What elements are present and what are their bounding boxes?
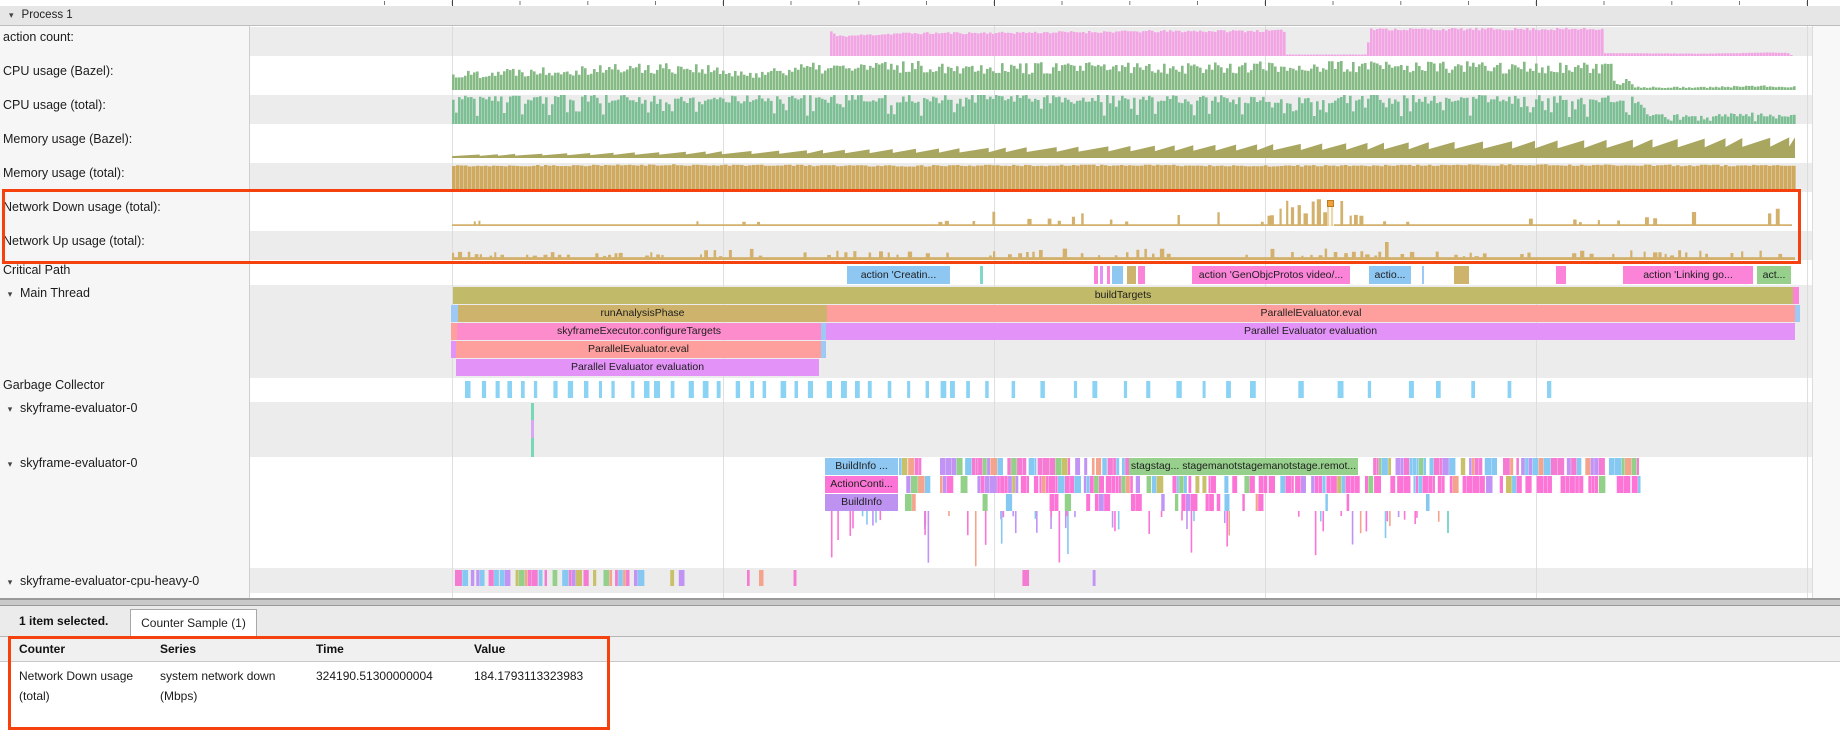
critical-path-slice[interactable]: act... [1757, 266, 1791, 284]
track-stripe [250, 129, 1812, 158]
track-label: skyframe-evaluator-cpu-heavy-0 [20, 574, 200, 588]
sidebar-item-cpu-usage-total[interactable]: CPU usage (total): [0, 98, 248, 112]
process-title: Process 1 [21, 9, 73, 21]
critical-path-slice[interactable]: action 'Creatin... [847, 266, 950, 284]
track-label: skyframe-evaluator-0 [20, 401, 138, 415]
critical-path-slice[interactable] [1422, 266, 1424, 284]
critical-path-slice[interactable] [1454, 266, 1469, 284]
track-stripe [250, 27, 1812, 56]
main-thread-slice[interactable]: ParallelEvaluator.eval [456, 341, 821, 358]
sidebar-item-network-up-usage-total[interactable]: Network Up usage (total): [0, 234, 248, 248]
track-label: skyframe-evaluator-0 [20, 456, 138, 470]
track-label: Main Thread [20, 286, 90, 300]
cell-time: 324190.51300000004 [316, 669, 433, 683]
main-thread-slice[interactable]: runAnalysisPhase [458, 305, 827, 322]
main-thread-slice[interactable] [451, 305, 458, 322]
main-thread-slice[interactable]: skyframeExecutor.configureTargets [457, 323, 821, 340]
critical-path-slice[interactable] [1100, 266, 1103, 284]
track-label: Memory usage (Bazel): [3, 132, 133, 146]
col-value: Value [474, 642, 506, 656]
sidebar-item-action-count[interactable]: action count: [0, 30, 248, 44]
cell-counter: Network Down usage (total) [19, 669, 134, 703]
track-sidebar: action count: CPU usage (Bazel): CPU usage… [0, 26, 250, 598]
critical-path-slice[interactable]: action 'Linking go... [1623, 266, 1753, 284]
evaluator-slice[interactable]: stagstag... stagemanotstagemanotstage.re… [1129, 458, 1358, 475]
panel-splitter[interactable] [0, 598, 1840, 606]
critical-path-slice[interactable] [1127, 266, 1136, 284]
sidebar-item-memory-usage-bazel[interactable]: Memory usage (Bazel): [0, 132, 248, 146]
details-tab-bar: 1 item selected. Counter Sample (1) [0, 606, 1840, 637]
main-thread-slice[interactable]: ParallelEvaluator.eval [827, 305, 1795, 322]
track-label: Network Up usage (total): [3, 234, 145, 248]
track-stripe [250, 568, 1812, 593]
evaluator-slice[interactable]: BuildInfo [825, 494, 898, 511]
critical-path-slice[interactable] [1107, 266, 1110, 284]
track-stripe [250, 378, 1812, 402]
selection-status: 1 item selected. [19, 614, 109, 628]
main-thread-slice[interactable]: buildTargets [453, 287, 1793, 304]
sidebar-item-skyframe-evaluator-cpu-heavy-0[interactable]: ▾ skyframe-evaluator-cpu-heavy-0 [0, 574, 248, 588]
detail-table-highlight-box [8, 636, 610, 730]
main-thread-slice[interactable] [451, 323, 457, 340]
expand-triangle-icon[interactable]: ▾ [7, 577, 13, 587]
critical-path-slice[interactable]: actio... [1369, 266, 1411, 284]
track-stripe [250, 457, 1812, 568]
sidebar-item-critical-path[interactable]: Critical Path [0, 263, 248, 277]
main-thread-slice[interactable]: Parallel Evaluator evaluation [826, 323, 1795, 340]
critical-path-slice[interactable] [1112, 266, 1123, 284]
track-stripe [250, 163, 1812, 192]
process-header[interactable]: ▾ Process 1 [0, 6, 1840, 26]
track-label: Memory usage (total): [3, 166, 125, 180]
sidebar-item-main-thread[interactable]: ▾ Main Thread [0, 286, 248, 300]
tab-counter-sample[interactable]: Counter Sample (1) [130, 609, 257, 637]
track-label: Garbage Collector [3, 378, 105, 392]
sidebar-item-skyframe-evaluator-0[interactable]: ▾ skyframe-evaluator-0 [0, 401, 248, 415]
sidebar-item-network-down-usage-total[interactable]: Network Down usage (total): [0, 200, 248, 214]
track-label: action count: [3, 30, 74, 44]
critical-path-slice[interactable] [1094, 266, 1098, 284]
main-thread-slice[interactable] [1793, 287, 1799, 304]
main-thread-slice[interactable]: Parallel Evaluator evaluation [456, 359, 819, 376]
main-thread-slice[interactable] [821, 341, 826, 358]
network-tracks-highlight-box [2, 189, 1801, 264]
critical-path-slice[interactable] [1556, 266, 1566, 284]
track-stripe [250, 264, 1812, 285]
expand-triangle-icon[interactable]: ▾ [7, 459, 13, 469]
col-counter: Counter [19, 642, 65, 656]
critical-path-slice[interactable] [980, 266, 983, 284]
main-thread-slice[interactable] [1795, 305, 1800, 322]
main-thread-slice[interactable] [451, 341, 456, 358]
col-time: Time [316, 642, 344, 656]
track-stripe [250, 95, 1812, 124]
track-label: Critical Path [3, 263, 71, 277]
expand-triangle-icon[interactable]: ▾ [7, 289, 13, 299]
critical-path-slice[interactable]: action 'GenObjcProtos video/... [1192, 266, 1350, 284]
collapse-triangle-icon: ▾ [9, 10, 14, 20]
detail-table-header: Counter Series Time Value [0, 637, 1840, 662]
track-label: CPU usage (total): [3, 98, 106, 112]
expand-triangle-icon[interactable]: ▾ [7, 404, 13, 414]
track-label: CPU usage (Bazel): [3, 64, 114, 78]
sidebar-item-skyframe-evaluator-0[interactable]: ▾ skyframe-evaluator-0 [0, 456, 248, 470]
sidebar-item-garbage-collector[interactable]: Garbage Collector [0, 378, 248, 392]
critical-path-slice[interactable] [1138, 266, 1145, 284]
track-stripe [250, 402, 1812, 457]
track-stripe [250, 61, 1812, 90]
right-gutter [1812, 26, 1840, 598]
evaluator-slice[interactable]: ActionConti... [825, 476, 898, 493]
cell-series: system network down (Mbps) [160, 669, 276, 703]
cell-value: 184.1793113323983 [474, 669, 584, 683]
sidebar-item-memory-usage-total[interactable]: Memory usage (total): [0, 166, 248, 180]
sidebar-item-cpu-usage-bazel[interactable]: CPU usage (Bazel): [0, 64, 248, 78]
evaluator-slice[interactable]: BuildInfo ... [825, 458, 898, 475]
main-thread-slice[interactable] [821, 323, 826, 340]
track-label: Network Down usage (total): [3, 200, 161, 214]
col-series: Series [160, 642, 197, 656]
